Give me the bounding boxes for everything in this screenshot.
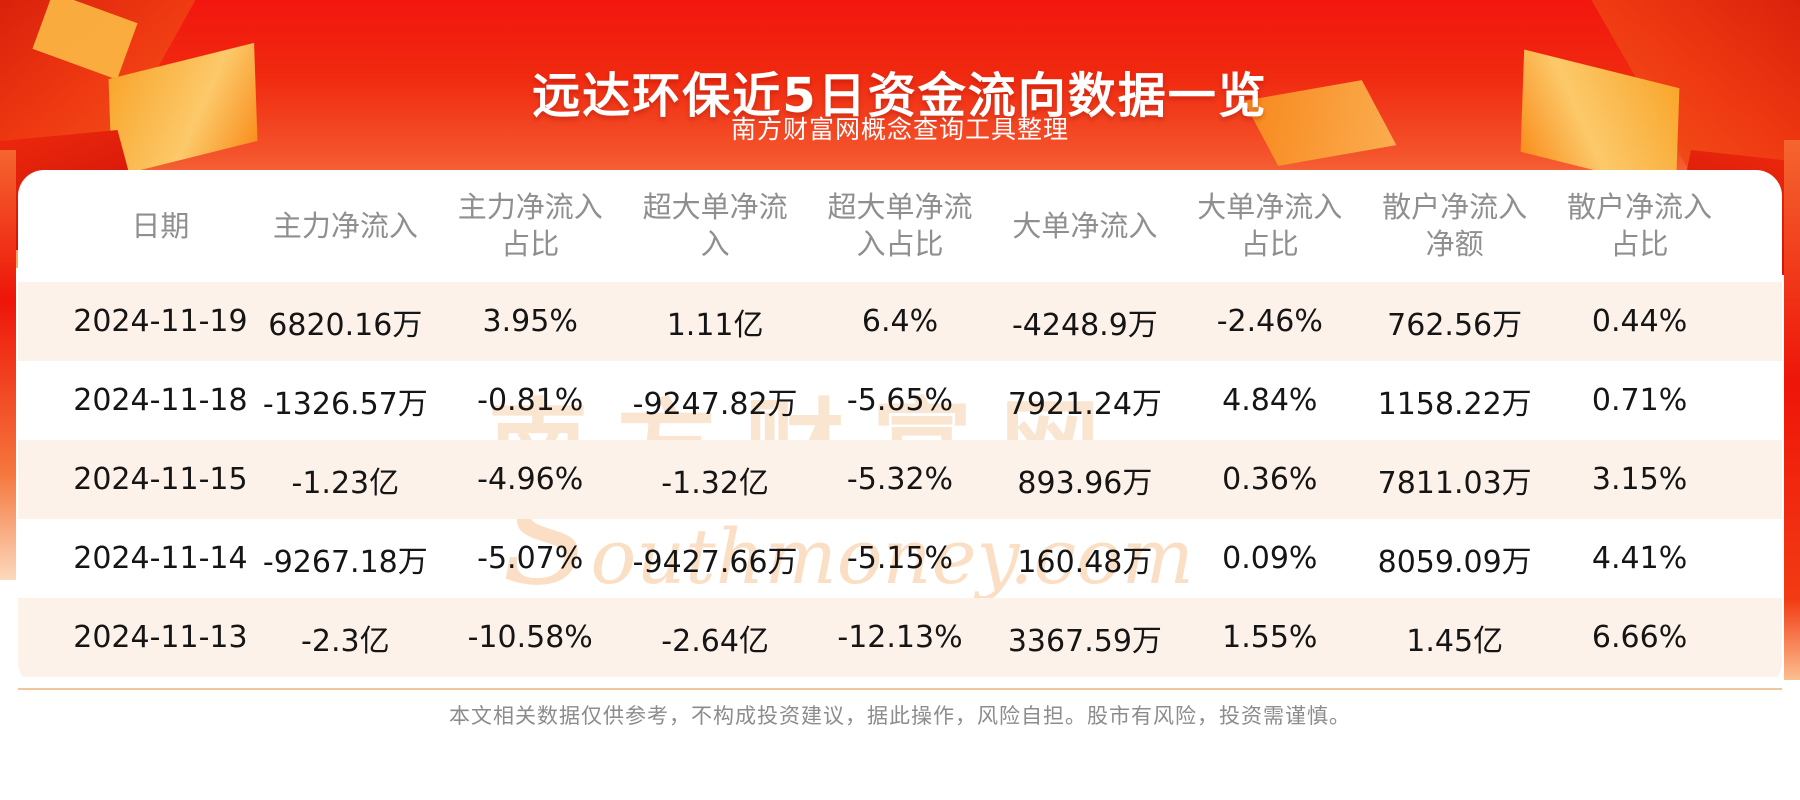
table-cell: 0.09% — [1222, 541, 1318, 576]
page-title: 远达环保近5日资金流向数据一览 — [532, 68, 1268, 125]
table-cell: 0.71% — [1591, 383, 1688, 418]
table-cell: -9247.82万 — [632, 386, 798, 422]
footer-divider — [18, 688, 1782, 690]
table-cell: 4.84% — [1222, 383, 1318, 418]
header-cell: 散户净流入 净额 — [1382, 190, 1528, 261]
header-cell: 日期 — [131, 208, 190, 243]
header-cell: 散户净流入 占比 — [1567, 190, 1713, 261]
table-cell: -9427.66万 — [632, 544, 798, 580]
table-cell: 6820.16万 — [268, 307, 423, 343]
date-cell: 2024-11-13 — [73, 620, 248, 655]
table-cell: 0.36% — [1222, 462, 1318, 497]
header-cell: 主力净流入 — [272, 208, 418, 243]
table-row: 2024-11-15 -1.23亿 -4.96% -1.32亿 -5.32% 893.96… — [18, 440, 1782, 519]
table-cell: -5.15% — [846, 541, 954, 576]
table-cell: -5.07% — [477, 541, 584, 576]
table-cell: -1326.57万 — [262, 386, 428, 422]
fund-flow-table: 日期 主力净流入 主力净流入 占比 超大单净流 入超大单净流 入占比 大单净流入 大单净流… — [18, 170, 1782, 677]
table-cell: -2.3亿 — [301, 623, 390, 659]
table-cell: 7921.24万 — [1007, 386, 1162, 422]
table-cell: 1.45亿 — [1406, 623, 1504, 659]
header-cell: 大单净流入 — [1012, 208, 1158, 243]
table-cell: -12.13% — [837, 620, 963, 655]
page-subtitle: 南方财富网概念查询工具整理 — [730, 115, 1069, 144]
right-edge-ribbon — [1784, 140, 1800, 680]
table-cell: 1158.22万 — [1377, 386, 1532, 422]
header-cell: 超大单净流 入 — [642, 190, 788, 261]
table-cell: -4.96% — [477, 462, 584, 497]
table-cell: 3367.59万 — [1007, 623, 1162, 659]
table-cell: 1.55% — [1222, 620, 1318, 655]
table-cell: -10.58% — [467, 620, 593, 655]
table-cell: 3.95% — [482, 304, 578, 339]
disclaimer: 本文相关数据仅供参考，不构成投资建议，据此操作，风险自担。股市有风险，投资需谨慎… — [449, 704, 1351, 728]
table-cell: -2.46% — [1216, 304, 1323, 339]
table-cell: 893.96万 — [1017, 465, 1153, 501]
table-cell: 0.44% — [1591, 304, 1688, 339]
table-cell: 6.4% — [861, 304, 939, 339]
header-cell: 超大单净流 入占比 — [827, 190, 973, 261]
date-cell: 2024-11-15 — [73, 462, 248, 497]
header-cell: 大单净流入 占比 — [1197, 190, 1343, 261]
table-cell: 4.41% — [1591, 541, 1688, 576]
left-edge-ribbon — [0, 150, 16, 580]
table-cell: -0.81% — [477, 383, 584, 418]
table-cell: -5.65% — [846, 383, 954, 418]
table-cell: -4248.9万 — [1011, 307, 1158, 343]
table-row: 2024-11-19 6820.16万 3.95% 1.11亿 6.4% -4248.9万… — [18, 282, 1782, 361]
table-cell: 7811.03万 — [1377, 465, 1532, 501]
table-header-row: 日期 主力净流入 主力净流入 占比 超大单净流 入超大单净流 入占比 大单净流入 大单净流… — [18, 170, 1782, 282]
table-row: 2024-11-18 -1326.57万 -0.81% -9247.82万 -5.65%… — [18, 361, 1782, 440]
table-body: 2024-11-19 6820.16万 3.95% 1.11亿 6.4% -4248.9万… — [18, 282, 1782, 677]
table-cell: 3.15% — [1591, 462, 1688, 497]
date-cell: 2024-11-14 — [73, 541, 248, 576]
table-row: 2024-11-13 -2.3亿 -10.58% -2.64亿 -12.13% 3367.… — [18, 598, 1782, 677]
table-cell: -1.32亿 — [661, 465, 769, 501]
header-cell: 主力净流入 占比 — [457, 190, 603, 261]
table-cell: 762.56万 — [1387, 307, 1523, 343]
table-cell: -9267.18万 — [262, 544, 428, 580]
table-cell: -1.23亿 — [291, 465, 400, 501]
table-cell: -2.64亿 — [661, 623, 769, 659]
table-cell: 1.11亿 — [666, 307, 764, 343]
date-cell: 2024-11-18 — [73, 383, 248, 418]
table-row: 2024-11-14 -9267.18万 -5.07% -9427.66万 -5.15%… — [18, 519, 1782, 598]
table-cell: -5.32% — [846, 462, 954, 497]
table-cell: 160.48万 — [1017, 544, 1153, 580]
table-cell: 8059.09万 — [1377, 544, 1532, 580]
table-cell: 6.66% — [1591, 620, 1688, 655]
date-cell: 2024-11-19 — [73, 304, 248, 339]
